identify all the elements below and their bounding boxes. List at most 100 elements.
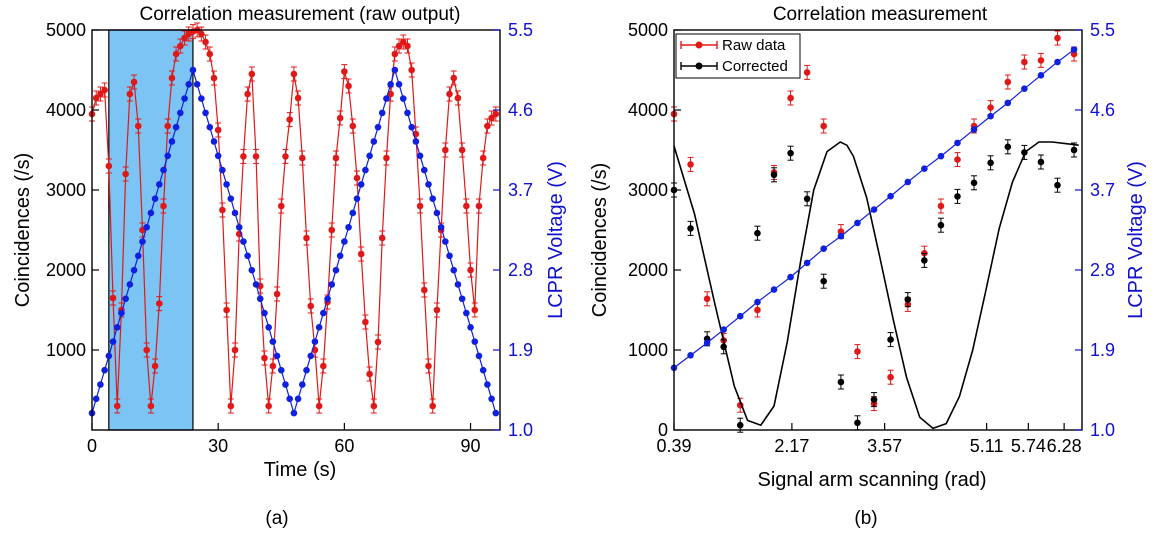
data-point xyxy=(479,366,487,374)
data-point xyxy=(787,149,794,157)
y-tick-label: 3000 xyxy=(628,180,668,200)
data-point xyxy=(193,80,201,88)
x-tick-label: 5.11 xyxy=(970,436,1004,456)
data-point xyxy=(1037,57,1045,64)
data-point xyxy=(488,114,495,122)
data-point xyxy=(130,266,138,274)
data-point xyxy=(332,266,340,274)
data-point xyxy=(475,202,483,210)
panel-a-series xyxy=(88,22,500,417)
data-point xyxy=(854,219,861,227)
data-point xyxy=(147,209,155,217)
data-point xyxy=(437,223,445,231)
data-point xyxy=(294,395,302,403)
data-point xyxy=(1070,146,1078,154)
data-point xyxy=(286,116,293,123)
data-point xyxy=(383,154,390,162)
data-point xyxy=(366,370,373,378)
data-point xyxy=(450,266,458,274)
data-point xyxy=(109,294,117,302)
y-tick-label: 4000 xyxy=(628,100,668,120)
data-point xyxy=(299,154,306,162)
y2-tick-label: 1.9 xyxy=(1090,340,1115,360)
data-point xyxy=(1004,78,1012,86)
data-point xyxy=(870,206,878,213)
data-point xyxy=(151,195,159,202)
data-point xyxy=(937,202,945,210)
data-point xyxy=(687,352,694,359)
data-point xyxy=(248,266,256,274)
data-point xyxy=(1021,85,1028,92)
data-point xyxy=(172,123,180,131)
data-point xyxy=(687,225,694,232)
data-point xyxy=(475,352,483,360)
data-point xyxy=(425,362,432,370)
data-point xyxy=(109,338,117,345)
series-line xyxy=(673,141,1079,430)
data-point xyxy=(244,252,251,260)
data-point xyxy=(370,138,378,145)
data-point xyxy=(387,80,394,88)
panel-b: 0.39 2.17 3.57 5.11 5.74 6.28 0 1000 2000 3000 400… xyxy=(589,4,1147,529)
data-point xyxy=(463,309,470,317)
data-point xyxy=(332,154,340,162)
legend-raw-label: Raw data xyxy=(722,37,786,54)
data-point xyxy=(303,366,310,374)
data-point xyxy=(155,300,163,307)
data-point xyxy=(282,381,289,388)
x-tick-label: 90 xyxy=(461,436,481,456)
data-point xyxy=(450,74,458,82)
data-point xyxy=(198,95,205,102)
x-tick-label: 6.28 xyxy=(1047,436,1082,456)
data-point xyxy=(754,229,761,237)
data-point xyxy=(105,162,113,170)
data-point xyxy=(870,396,878,403)
data-point xyxy=(353,174,361,182)
data-point xyxy=(341,68,348,75)
data-point xyxy=(383,95,390,102)
data-point xyxy=(273,352,281,360)
data-point xyxy=(1054,58,1061,66)
data-point xyxy=(269,362,277,370)
data-point xyxy=(311,338,319,345)
data-point xyxy=(265,324,272,331)
data-point xyxy=(134,252,142,260)
data-point xyxy=(273,290,281,298)
data-point xyxy=(336,114,344,122)
data-point xyxy=(1054,34,1061,42)
y2-tick-label: 5.5 xyxy=(508,20,533,40)
data-point xyxy=(294,94,302,102)
data-point xyxy=(139,238,146,245)
data-point xyxy=(770,171,778,179)
data-point xyxy=(987,112,994,120)
data-point xyxy=(168,138,176,145)
data-point xyxy=(101,86,108,94)
y2-tick-label: 1.0 xyxy=(508,420,533,440)
data-point xyxy=(803,259,811,267)
data-point xyxy=(92,94,100,102)
data-point xyxy=(223,181,230,188)
data-point xyxy=(1054,181,1061,189)
data-point xyxy=(151,362,159,370)
data-point xyxy=(454,281,462,288)
data-point xyxy=(366,152,373,160)
data-point xyxy=(97,381,104,388)
data-point xyxy=(219,166,226,174)
data-point xyxy=(320,309,327,317)
data-point xyxy=(987,159,994,167)
data-point xyxy=(231,346,239,354)
data-point xyxy=(887,192,894,200)
data-point xyxy=(820,122,827,130)
y2-tick-label: 1.0 xyxy=(1090,420,1115,440)
data-point xyxy=(412,138,420,145)
panel-b-ticks: 0.39 2.17 3.57 5.11 5.74 6.28 0 1000 2000 3000 400… xyxy=(628,20,1115,456)
y-tick-label: 2000 xyxy=(46,260,86,280)
data-point xyxy=(954,193,961,200)
data-point xyxy=(261,354,268,362)
data-point xyxy=(463,202,470,210)
data-point xyxy=(374,338,382,346)
data-point xyxy=(736,421,744,429)
legend-box xyxy=(675,33,801,79)
data-point xyxy=(303,234,310,242)
